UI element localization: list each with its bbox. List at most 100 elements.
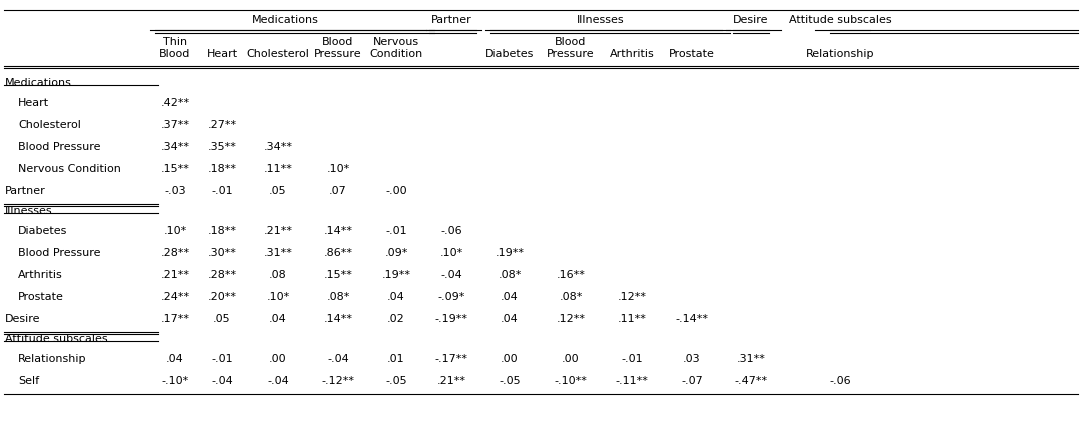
- Text: .08*: .08*: [327, 292, 349, 302]
- Text: -.11**: -.11**: [616, 376, 648, 386]
- Text: -.06: -.06: [440, 226, 462, 236]
- Text: -.01: -.01: [211, 186, 233, 196]
- Text: .09*: .09*: [384, 248, 408, 258]
- Text: Condition: Condition: [369, 49, 423, 59]
- Text: Medications: Medications: [5, 78, 71, 88]
- Text: -.07: -.07: [682, 376, 703, 386]
- Text: .17**: .17**: [160, 314, 189, 324]
- Text: .34**: .34**: [160, 142, 189, 152]
- Text: -.01: -.01: [211, 354, 233, 364]
- Text: Blood: Blood: [555, 37, 586, 47]
- Text: .42**: .42**: [160, 98, 189, 108]
- Text: Blood: Blood: [159, 49, 190, 59]
- Text: .31**: .31**: [264, 248, 292, 258]
- Text: -.01: -.01: [621, 354, 643, 364]
- Text: .14**: .14**: [324, 314, 353, 324]
- Text: Diabetes: Diabetes: [486, 49, 535, 59]
- Text: .21**: .21**: [160, 270, 189, 280]
- Text: -.04: -.04: [440, 270, 462, 280]
- Text: -.14**: -.14**: [675, 314, 709, 324]
- Text: Diabetes: Diabetes: [18, 226, 67, 236]
- Text: .02: .02: [387, 314, 405, 324]
- Text: -.04: -.04: [327, 354, 348, 364]
- Text: .31**: .31**: [737, 354, 765, 364]
- Text: .16**: .16**: [556, 270, 585, 280]
- Text: Nervous Condition: Nervous Condition: [18, 164, 121, 174]
- Text: .10*: .10*: [163, 226, 186, 236]
- Text: -.47**: -.47**: [735, 376, 767, 386]
- Text: .08*: .08*: [559, 292, 583, 302]
- Text: -.19**: -.19**: [435, 314, 467, 324]
- Text: .28**: .28**: [208, 270, 237, 280]
- Text: .04: .04: [387, 292, 405, 302]
- Text: Prostate: Prostate: [18, 292, 64, 302]
- Text: Relationship: Relationship: [806, 49, 874, 59]
- Text: -.04: -.04: [211, 376, 233, 386]
- Text: Medications: Medications: [252, 15, 319, 25]
- Text: Thin: Thin: [163, 37, 187, 47]
- Text: .24**: .24**: [160, 292, 189, 302]
- Text: .04: .04: [501, 292, 519, 302]
- Text: .01: .01: [387, 354, 405, 364]
- Text: .18**: .18**: [208, 164, 237, 174]
- Text: Attitude subscales: Attitude subscales: [789, 15, 892, 25]
- Text: .00: .00: [563, 354, 580, 364]
- Text: Desire: Desire: [5, 314, 40, 324]
- Text: Nervous: Nervous: [373, 37, 419, 47]
- Text: .03: .03: [683, 354, 701, 364]
- Text: .35**: .35**: [208, 142, 237, 152]
- Text: Pressure: Pressure: [314, 49, 361, 59]
- Text: Blood Pressure: Blood Pressure: [18, 142, 101, 152]
- Text: Attitude subscales: Attitude subscales: [5, 334, 107, 344]
- Text: .15**: .15**: [324, 270, 353, 280]
- Text: .18**: .18**: [208, 226, 237, 236]
- Text: -.00: -.00: [385, 186, 407, 196]
- Text: Illnesses: Illnesses: [5, 206, 53, 216]
- Text: .21**: .21**: [264, 226, 292, 236]
- Text: Blood: Blood: [322, 37, 354, 47]
- Text: -.10**: -.10**: [555, 376, 588, 386]
- Text: .04: .04: [269, 314, 287, 324]
- Text: .00: .00: [501, 354, 518, 364]
- Text: Cholesterol: Cholesterol: [18, 120, 81, 130]
- Text: -.09*: -.09*: [437, 292, 464, 302]
- Text: .15**: .15**: [160, 164, 189, 174]
- Text: .34**: .34**: [264, 142, 292, 152]
- Text: -.03: -.03: [164, 186, 186, 196]
- Text: -.12**: -.12**: [321, 376, 355, 386]
- Text: -.06: -.06: [829, 376, 850, 386]
- Text: .28**: .28**: [160, 248, 189, 258]
- Text: .20**: .20**: [208, 292, 237, 302]
- Text: Pressure: Pressure: [547, 49, 595, 59]
- Text: .86**: .86**: [324, 248, 353, 258]
- Text: .12**: .12**: [618, 292, 647, 302]
- Text: Heart: Heart: [18, 98, 49, 108]
- Text: Heart: Heart: [207, 49, 238, 59]
- Text: .12**: .12**: [556, 314, 585, 324]
- Text: .37**: .37**: [160, 120, 189, 130]
- Text: .08: .08: [269, 270, 287, 280]
- Text: .05: .05: [269, 186, 287, 196]
- Text: -.10*: -.10*: [161, 376, 188, 386]
- Text: .19**: .19**: [496, 248, 525, 258]
- Text: .19**: .19**: [382, 270, 410, 280]
- Text: Cholesterol: Cholesterol: [247, 49, 309, 59]
- Text: Arthritis: Arthritis: [18, 270, 63, 280]
- Text: -.01: -.01: [385, 226, 407, 236]
- Text: -.04: -.04: [267, 376, 289, 386]
- Text: .30**: .30**: [208, 248, 237, 258]
- Text: -.17**: -.17**: [435, 354, 467, 364]
- Text: .21**: .21**: [436, 376, 465, 386]
- Text: -.05: -.05: [385, 376, 407, 386]
- Text: Illnesses: Illnesses: [577, 15, 624, 25]
- Text: Relationship: Relationship: [18, 354, 87, 364]
- Text: Desire: Desire: [734, 15, 768, 25]
- Text: .11**: .11**: [618, 314, 646, 324]
- Text: Partner: Partner: [5, 186, 45, 196]
- Text: .11**: .11**: [264, 164, 292, 174]
- Text: Blood Pressure: Blood Pressure: [18, 248, 101, 258]
- Text: .00: .00: [269, 354, 287, 364]
- Text: .10*: .10*: [439, 248, 463, 258]
- Text: .04: .04: [167, 354, 184, 364]
- Text: Partner: Partner: [431, 15, 472, 25]
